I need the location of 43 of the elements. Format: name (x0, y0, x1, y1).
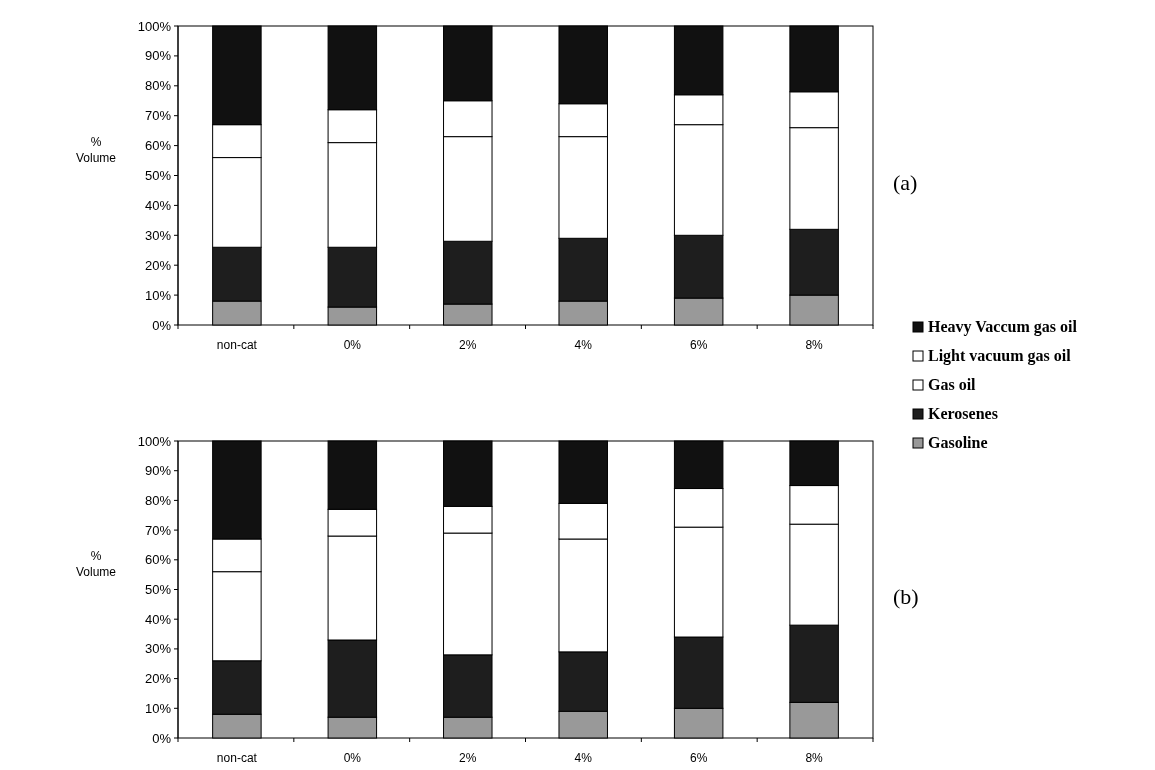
y-tick-label: 90% (144, 48, 172, 64)
y-tick-label: 0% (152, 317, 172, 333)
y-axis-title: % Volume (75, 548, 117, 579)
y-tick-label: 40% (144, 611, 172, 627)
y-tick-label: 40% (144, 197, 172, 213)
y-tick-label: 60% (144, 552, 172, 568)
y-tick-label: 30% (144, 641, 172, 657)
y-tick-label: 20% (144, 257, 172, 273)
x-tick-label: 2% (459, 751, 477, 765)
x-tick-label: 2% (459, 338, 477, 352)
x-tick-label: non-cat (216, 751, 258, 765)
x-tick-label: 8% (805, 338, 824, 352)
y-tick-label: 10% (144, 287, 172, 303)
x-tick-label: 0% (343, 751, 362, 765)
x-tick-label: 8% (805, 751, 824, 765)
x-tick-label: non-cat (216, 338, 258, 352)
text: (b) (893, 584, 919, 610)
y-tick-label: 100% (137, 18, 172, 34)
x-tick-label: 4% (574, 751, 593, 765)
y-tick-label: 100% (137, 433, 172, 449)
y-tick-label: 10% (144, 700, 172, 716)
y-tick-label: 80% (144, 78, 172, 94)
y-tick-label: 20% (144, 671, 172, 687)
y-tick-label: 30% (144, 227, 172, 243)
x-tick-label: 0% (343, 338, 362, 352)
legend-label: Light vacuum gas oil (928, 347, 1072, 365)
legend-label: Heavy Vaccum gas oil (928, 318, 1078, 336)
legend-label: Gasoline (928, 434, 988, 451)
y-tick-label: 60% (144, 138, 172, 154)
x-tick-label: 6% (690, 751, 708, 765)
y-axis-title: % Volume (75, 134, 117, 165)
y-tick-label: 50% (144, 582, 172, 598)
legend-label: Kerosenes (928, 405, 998, 422)
y-tick-label: 70% (144, 108, 172, 124)
y-tick-label: 50% (144, 168, 172, 184)
y-tick-label: 0% (152, 730, 172, 746)
y-tick-label: 80% (144, 492, 172, 508)
text: (a) (893, 170, 918, 196)
y-tick-label: 90% (144, 463, 172, 479)
y-tick-label: 70% (144, 522, 172, 538)
x-tick-label: 6% (690, 338, 708, 352)
x-tick-label: 4% (574, 338, 593, 352)
legend-label: Gas oil (928, 376, 977, 393)
